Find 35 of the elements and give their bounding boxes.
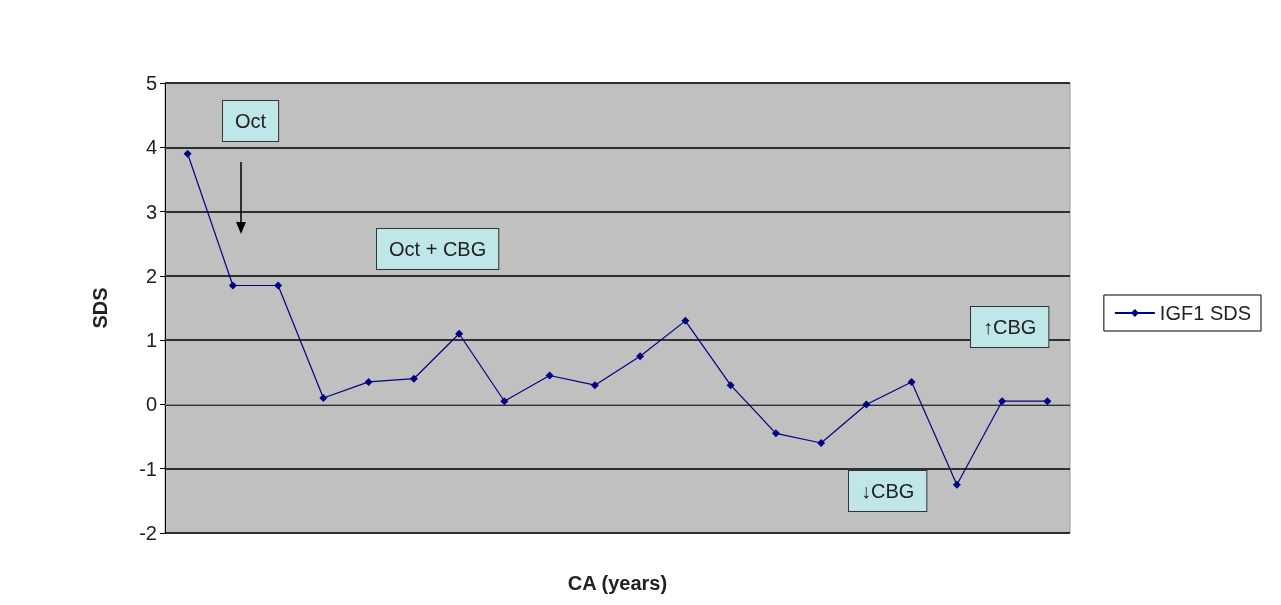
point	[319, 394, 328, 402]
point	[409, 374, 418, 383]
annotation: Oct + CBG	[389, 238, 487, 260]
annotation: Oct	[235, 110, 267, 132]
y-tick-label: 1	[145, 329, 157, 352]
y-tick-label: -1	[139, 457, 157, 480]
point	[998, 397, 1007, 406]
point	[364, 377, 373, 386]
y-tick-label: 0	[145, 393, 157, 416]
point	[952, 480, 961, 489]
point	[636, 352, 645, 361]
point	[817, 439, 826, 447]
y-tick-label: 5	[145, 72, 157, 94]
point	[862, 400, 871, 409]
legend-label: IGF1 SDS	[1159, 302, 1252, 324]
point	[228, 281, 237, 290]
point	[545, 371, 554, 380]
point	[590, 381, 599, 390]
y-axis-title: SDS	[89, 287, 111, 329]
y-tick-label: -2	[139, 522, 157, 544]
annotation: ↓CBG	[861, 480, 915, 502]
point	[183, 149, 192, 158]
y-tick-label: 4	[145, 136, 157, 159]
point	[681, 316, 690, 325]
point	[274, 281, 283, 290]
point	[726, 381, 735, 390]
y-tick-label: 3	[145, 200, 157, 223]
point	[1043, 397, 1052, 406]
point	[771, 429, 780, 438]
point	[455, 329, 464, 338]
annotation: ↑CBG	[983, 316, 1037, 338]
y-tick-label: 2	[145, 264, 157, 287]
point	[907, 377, 916, 386]
x-axis-title: CA (years)	[567, 572, 668, 594]
point	[500, 397, 509, 406]
